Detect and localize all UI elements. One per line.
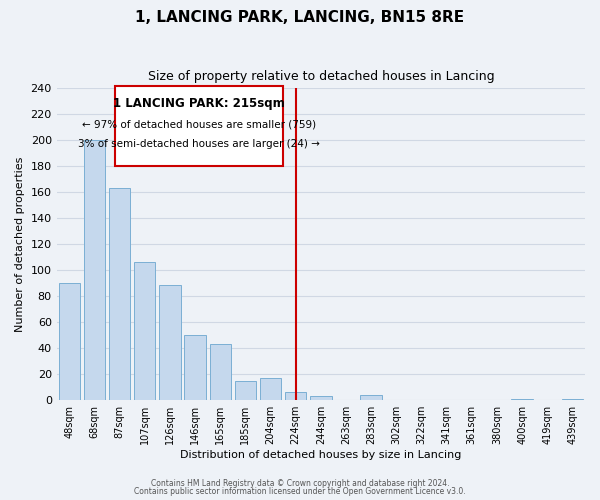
Bar xyxy=(109,188,130,400)
Bar xyxy=(285,392,307,400)
Bar xyxy=(159,284,181,400)
Bar xyxy=(84,140,105,400)
Bar xyxy=(511,399,533,400)
Y-axis label: Number of detached properties: Number of detached properties xyxy=(15,156,25,332)
Text: 1, LANCING PARK, LANCING, BN15 8RE: 1, LANCING PARK, LANCING, BN15 8RE xyxy=(136,10,464,25)
X-axis label: Distribution of detached houses by size in Lancing: Distribution of detached houses by size … xyxy=(180,450,461,460)
FancyBboxPatch shape xyxy=(115,86,283,166)
Bar xyxy=(209,344,231,400)
Bar xyxy=(184,335,206,400)
Bar xyxy=(260,378,281,400)
Bar xyxy=(59,284,80,400)
Bar xyxy=(310,396,332,400)
Text: 3% of semi-detached houses are larger (24) →: 3% of semi-detached houses are larger (2… xyxy=(78,139,320,149)
Text: Contains HM Land Registry data © Crown copyright and database right 2024.: Contains HM Land Registry data © Crown c… xyxy=(151,478,449,488)
Bar xyxy=(134,262,155,400)
Text: 1 LANCING PARK: 215sqm: 1 LANCING PARK: 215sqm xyxy=(113,98,284,110)
Bar xyxy=(235,380,256,400)
Bar xyxy=(361,395,382,400)
Bar xyxy=(562,399,583,400)
Text: ← 97% of detached houses are smaller (759): ← 97% of detached houses are smaller (75… xyxy=(82,120,316,130)
Text: Contains public sector information licensed under the Open Government Licence v3: Contains public sector information licen… xyxy=(134,487,466,496)
Title: Size of property relative to detached houses in Lancing: Size of property relative to detached ho… xyxy=(148,70,494,83)
